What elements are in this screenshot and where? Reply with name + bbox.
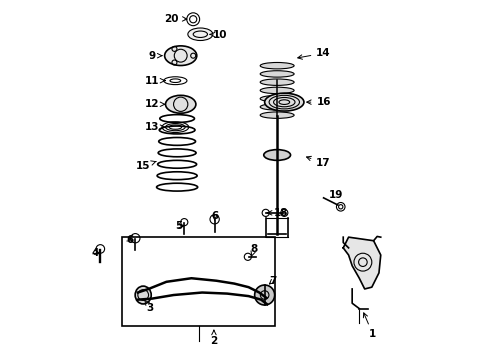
Text: 19: 19: [329, 190, 343, 200]
Text: 20: 20: [165, 14, 187, 23]
Text: 18: 18: [268, 208, 288, 218]
Circle shape: [255, 285, 275, 305]
Ellipse shape: [260, 87, 294, 94]
Text: 13: 13: [145, 122, 165, 132]
Ellipse shape: [260, 104, 294, 110]
Text: 9: 9: [148, 51, 162, 61]
Text: 6: 6: [126, 235, 134, 245]
Text: 1: 1: [364, 313, 376, 339]
Ellipse shape: [135, 286, 151, 304]
Ellipse shape: [260, 71, 294, 77]
Text: 2: 2: [210, 330, 218, 346]
Ellipse shape: [165, 46, 197, 66]
Ellipse shape: [265, 93, 304, 111]
Text: 4: 4: [92, 248, 99, 257]
Polygon shape: [343, 237, 381, 289]
Text: 17: 17: [307, 156, 331, 168]
Text: 16: 16: [307, 97, 331, 107]
Text: 11: 11: [145, 76, 165, 86]
Text: 14: 14: [298, 48, 331, 59]
Ellipse shape: [260, 63, 294, 69]
Ellipse shape: [264, 150, 291, 160]
Ellipse shape: [260, 95, 294, 102]
Text: 10: 10: [210, 30, 227, 40]
Text: 7: 7: [269, 276, 276, 286]
Text: 5: 5: [175, 221, 183, 231]
Text: 6: 6: [211, 211, 218, 221]
Ellipse shape: [260, 112, 294, 118]
Text: 12: 12: [145, 99, 165, 109]
Text: 15: 15: [136, 161, 156, 171]
Ellipse shape: [260, 79, 294, 85]
Text: 3: 3: [145, 300, 154, 312]
Ellipse shape: [188, 28, 213, 41]
Ellipse shape: [166, 95, 196, 113]
Text: 8: 8: [250, 244, 258, 257]
